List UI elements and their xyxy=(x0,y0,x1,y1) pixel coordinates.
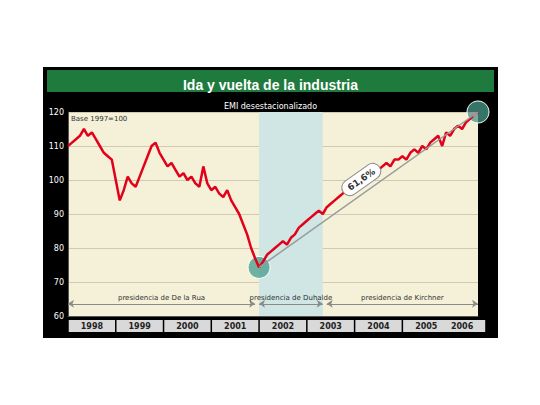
svg-text:61,6%: 61,6% xyxy=(346,166,377,192)
svg-text:80: 80 xyxy=(54,244,64,253)
svg-text:60: 60 xyxy=(54,312,64,321)
svg-text:EMI desestacionalizado: EMI desestacionalizado xyxy=(224,102,317,111)
svg-text:Ida y vuelta de la industria: Ida y vuelta de la industria xyxy=(183,77,358,93)
svg-text:2003: 2003 xyxy=(320,322,342,331)
svg-text:1998: 1998 xyxy=(81,322,104,331)
svg-text:1999: 1999 xyxy=(129,322,152,331)
svg-text:2006: 2006 xyxy=(451,322,474,331)
svg-text:2005: 2005 xyxy=(415,322,438,331)
svg-text:2000: 2000 xyxy=(176,322,199,331)
svg-text:110: 110 xyxy=(49,142,64,151)
svg-text:100: 100 xyxy=(49,176,64,185)
svg-text:120: 120 xyxy=(49,108,64,117)
svg-text:2001: 2001 xyxy=(224,322,247,331)
svg-text:90: 90 xyxy=(54,210,64,219)
svg-text:2002: 2002 xyxy=(272,322,294,331)
svg-text:presidencia de De la Rua: presidencia de De la Rua xyxy=(118,294,205,302)
svg-text:Base 1997=100: Base 1997=100 xyxy=(71,115,127,123)
svg-text:70: 70 xyxy=(54,278,64,287)
svg-text:presidencia de Kirchner: presidencia de Kirchner xyxy=(361,294,444,302)
svg-text:presidencia de Duhalde: presidencia de Duhalde xyxy=(250,294,333,302)
svg-text:2004: 2004 xyxy=(367,322,390,331)
